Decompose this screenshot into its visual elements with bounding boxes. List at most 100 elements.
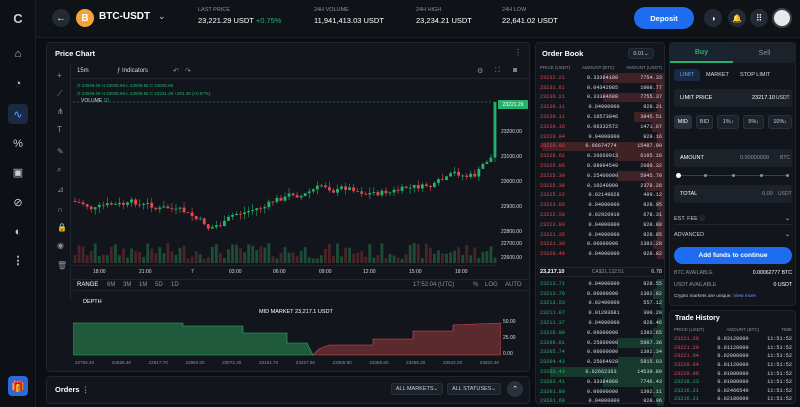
all-markets-dropdown[interactable]: ALL MARKETS ⌄ [391, 383, 443, 395]
trendline-icon[interactable]: ⟋ [57, 89, 63, 98]
bid-row[interactable]: 23213.71 0.04000000 928.55 [538, 279, 664, 289]
ask-row[interactable]: 23223.69 0.04000000 928.95 [538, 200, 664, 211]
vault-icon[interactable]: ▣ [12, 166, 24, 179]
limit-type-tab[interactable]: LIMIT [674, 69, 700, 81]
ask-row[interactable]: 23232.21 0.33364180 7754.33 [538, 73, 664, 83]
text-tool-icon[interactable]: T [57, 125, 62, 134]
ask-row[interactable]: 23225.39 0.25400000 5945.70 [538, 170, 664, 181]
more-icon[interactable]: ⋮ [12, 254, 24, 267]
magnet-icon[interactable]: ∩ [57, 205, 63, 214]
bid-row[interactable]: 23204.43 0.25064928 5815.93 [538, 357, 664, 368]
logo-icon[interactable]: C [13, 10, 23, 26]
add-funds-button[interactable]: Add funds to continue [674, 247, 792, 264]
bid-row[interactable]: 23210.90 0.06000000 1392.65 [538, 327, 664, 338]
grid-menu-icon[interactable]: ⠿ [750, 9, 768, 27]
screenshot-icon[interactable]: ◙ [513, 67, 518, 74]
bid-row[interactable]: 23211.87 0.01293681 300.29 [538, 308, 664, 319]
buy-tab[interactable]: Buy [670, 43, 733, 63]
ask-row[interactable]: 23229.04 0.04000000 929.16 [538, 131, 664, 142]
home-icon[interactable]: ⌂ [14, 48, 22, 60]
back-icon[interactable]: ← [52, 9, 70, 27]
range-1m[interactable]: 1M [139, 282, 148, 288]
ruler-icon[interactable]: ⊿ [57, 185, 64, 194]
est-fee-chevron-icon[interactable]: ⌄ [784, 216, 790, 222]
bid-row[interactable]: 23201.60 0.04000000 928.06 [538, 396, 664, 407]
redo-icon[interactable]: ↷ [185, 68, 191, 75]
pitchfork-icon[interactable]: ⋔ [57, 107, 64, 116]
gift-icon[interactable]: 🎁 [8, 376, 28, 396]
bid-row[interactable]: 23203.41 0.33384860 7746.43 [538, 376, 664, 387]
total-field[interactable]: TOTAL 0.00 USDT [674, 185, 792, 203]
orders-menu-icon[interactable]: ⋮ [81, 385, 90, 394]
mid-button[interactable]: MID [674, 115, 692, 129]
bid-row[interactable]: 23201.90 0.06000000 1392.11 [538, 386, 664, 397]
ask-row[interactable]: 23221.30 0.06000000 1393.28 [538, 239, 664, 250]
ask-row[interactable]: 23225.38 0.10240000 2378.28 [538, 180, 664, 191]
ask-row[interactable]: 23222.50 0.02920919 678.31 [538, 210, 664, 220]
view-more-link[interactable]: View more [733, 294, 756, 299]
settings-icon[interactable]: ◑ [704, 9, 722, 27]
info-icon[interactable]: ⓘ [699, 216, 705, 222]
ask-row[interactable]: 23220.49 0.04000000 928.82 [538, 249, 664, 260]
auto-toggle[interactable]: AUTO [505, 282, 522, 288]
all-statuses-dropdown[interactable]: ALL STATUSES ⌄ [447, 383, 501, 395]
advanced-row[interactable]: ADVANCED ⌄ [674, 232, 790, 238]
amount-slider[interactable] [676, 173, 789, 178]
indicators-button[interactable]: ƒ Indicators [117, 68, 149, 74]
ask-row[interactable]: 23225.22 0.02149028 499.12 [538, 190, 664, 201]
minus-10pct-button[interactable]: 10%↓ [768, 115, 792, 129]
slider-stop[interactable] [760, 174, 763, 177]
slider-handle[interactable] [676, 173, 681, 178]
ask-row[interactable]: 23230.16 0.06332572 1471.07 [538, 121, 664, 132]
depth-chart[interactable] [73, 321, 501, 357]
chart-settings-icon[interactable]: ⚙ [477, 68, 484, 75]
ask-row[interactable]: 23221.35 0.04000000 928.85 [538, 229, 664, 240]
range-1d[interactable]: 1D [171, 282, 179, 288]
interval-selector[interactable]: 15m [77, 68, 89, 74]
ask-row[interactable]: 23222.00 0.04000000 928.88 [538, 219, 664, 230]
ask-row[interactable]: 23228.62 0.26669913 6195.16 [538, 151, 664, 162]
expand-chevron-icon[interactable]: ⌃ [507, 381, 523, 397]
range-5d[interactable]: 5D [155, 282, 163, 288]
limit-price-field[interactable]: LIMIT PRICE 23217.10 USDT [674, 89, 792, 107]
pair-dropdown-chevron-icon[interactable]: ⌄ [158, 11, 166, 21]
notification-bell-icon[interactable]: 🔔 [728, 9, 746, 27]
minus-1pct-button[interactable]: 1%↓ [717, 115, 739, 129]
range-6m[interactable]: 6M [107, 282, 116, 288]
ask-row[interactable]: 23226.06 0.08994549 2089.32 [538, 161, 664, 171]
slider-stop[interactable] [786, 174, 789, 177]
range-3m[interactable]: 3M [123, 282, 132, 288]
precision-dropdown[interactable]: 0.01 ⌄ [628, 48, 654, 59]
brush-icon[interactable]: ✎ [57, 147, 64, 156]
ask-row[interactable]: 23231.61 0.04342085 1008.77 [538, 82, 664, 93]
slider-stop[interactable] [732, 174, 735, 177]
bid-row[interactable]: 23213.70 0.06000000 1392.82 [538, 288, 664, 299]
panel-menu-icon[interactable]: ⋮ [514, 48, 522, 57]
portfolio-icon[interactable]: ◔ [14, 78, 22, 90]
zoom-icon[interactable]: ⌕ [57, 165, 62, 174]
bid-row[interactable]: 23206.81 0.25800000 5987.36 [538, 337, 664, 348]
lock-icon[interactable]: 🔒 [57, 223, 67, 232]
log-toggle[interactable]: LOG [485, 282, 498, 288]
amount-field[interactable]: AMOUNT 0.00000000 BTC [674, 149, 792, 167]
ask-row[interactable]: 23230.11 0.16573946 3845.51 [538, 112, 664, 122]
trash-icon[interactable]: 🗑 [57, 261, 68, 270]
slider-stop[interactable] [704, 174, 707, 177]
bid-button[interactable]: BID [695, 115, 714, 129]
deposit-button[interactable]: Deposit [634, 7, 694, 29]
percent-toggle[interactable]: % [473, 282, 479, 288]
percent-icon[interactable]: % [13, 138, 23, 150]
minus-5pct-button[interactable]: 5%↓ [742, 115, 765, 129]
ask-row[interactable]: 23229.02 0.66674774 15487.90 [538, 141, 664, 152]
ask-row[interactable]: 23230.11 0.04000000 929.21 [538, 102, 664, 113]
market-type-tab[interactable]: MARKET [706, 72, 729, 78]
earn-icon[interactable]: ⊘ [13, 196, 23, 209]
staking-icon[interactable]: ◐ [14, 226, 22, 238]
bid-row[interactable]: 23203.43 0.62662363 14539.80 [538, 367, 664, 377]
avatar[interactable] [772, 8, 792, 28]
sell-tab[interactable]: Sell [733, 43, 796, 63]
ask-row[interactable]: 23230.21 0.33384680 7755.37 [538, 92, 664, 103]
crosshair-icon[interactable]: + [57, 71, 62, 80]
bid-row[interactable]: 23213.53 0.02400000 557.12 [538, 298, 664, 309]
advanced-chevron-icon[interactable]: ⌄ [784, 232, 790, 238]
